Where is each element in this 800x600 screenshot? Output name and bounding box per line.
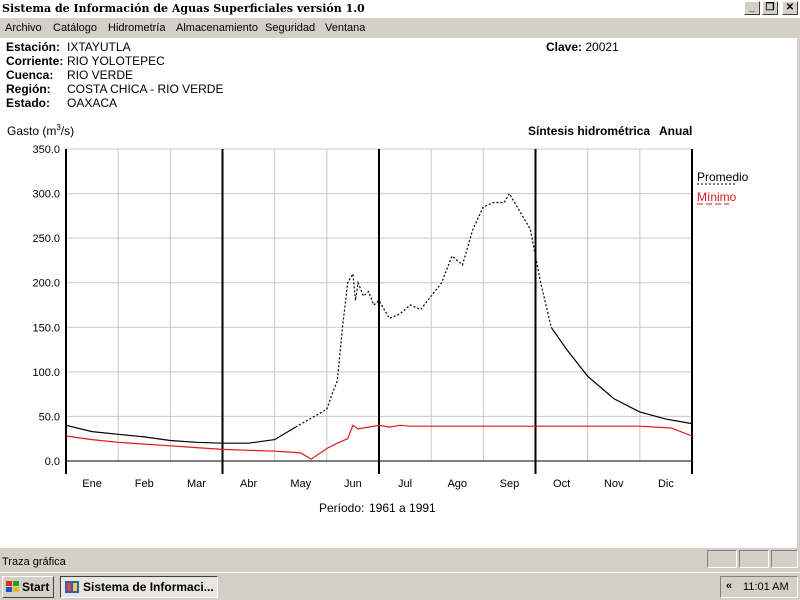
chart-legend: Promedio Mínimo [697,170,749,205]
chart-lines [65,192,693,460]
status-text: Traza gráfica [2,556,66,568]
y-tick-label: 0.0 [45,456,60,468]
periodo-value: 1961 a 1991 [369,501,436,515]
menu-catalogo[interactable]: Catálogo [53,22,98,34]
menu-hidrometria[interactable]: Hidrometría [108,22,166,34]
chart-title: Síntesis hidrométrica [528,124,650,138]
window-titlebar[interactable]: Sistema de Información de Aguas Superfic… [0,0,800,18]
restore-button[interactable]: ❐ [762,1,778,15]
y-tick-label: 200.0 [32,278,60,290]
status-bar: Traza gráfica [0,548,800,572]
x-tick-label: Ene [82,478,102,490]
clock: 11:01 AM [743,581,789,593]
taskbar-item-app[interactable]: Sistema de Informaci... [60,576,218,598]
close-button[interactable]: ✕ [782,1,798,15]
y-tick-label: 350.0 [32,144,60,156]
station-clave: Clave: 20021 [546,40,619,54]
y-tick-label: 150.0 [32,322,60,334]
taskbar: Start Sistema de Informaci... « 11:01 AM [0,572,800,600]
periodo-label: Período: [319,501,364,515]
x-tick-label: Dic [658,478,674,490]
legend-entry: Mínimo [697,190,737,204]
status-panel-2 [739,550,769,568]
minimize-button[interactable]: _ [744,1,760,15]
x-tick-label: Nov [604,478,624,490]
x-tick-label: May [290,478,311,490]
y-axis-label: Gasto (m3/s) [7,123,74,138]
menu-bar: Archivo Catálogo Hidrometría Almacenamie… [0,18,800,38]
menu-almacenamiento[interactable]: Almacenamiento [176,22,258,34]
start-button[interactable]: Start [2,576,54,598]
chart-subtitle: Anual [659,124,692,138]
y-tick-label: 50.0 [39,411,60,423]
x-tick-label: Feb [135,478,154,490]
series-line-promedio-tail [550,326,693,425]
taskbar-item-label: Sistema de Informaci... [83,580,214,594]
hydrograph-chart: Gasto (m3/s) Síntesis hidrométrica Anual… [7,123,749,515]
y-tick-label: 300.0 [32,189,60,201]
app-icon [65,581,79,593]
x-tick-label: Jun [344,478,362,490]
chart-grid [65,148,693,474]
menu-archivo[interactable]: Archivo [5,22,42,34]
graph-window: Estación: IXTAYUTLA Corriente: RIO YOLOT… [0,38,800,548]
series-line-promedio-dashed [295,192,552,428]
series-line-minimo [65,424,693,460]
menu-seguridad[interactable]: Seguridad [265,22,316,34]
system-tray: « 11:01 AM [720,576,798,598]
window-title: Sistema de Información de Aguas Superfic… [2,2,365,15]
status-panel-1 [707,550,737,568]
y-tick-label: 100.0 [32,367,60,379]
status-panel-3 [771,550,798,568]
tray-expand-button[interactable]: « [726,580,733,592]
menu-ventana[interactable]: Ventana [325,22,366,34]
x-tick-label: Jul [398,478,412,490]
y-tick-label: 250.0 [32,233,60,245]
x-tick-label: Ago [447,478,467,490]
x-tick-label: Sep [500,478,520,490]
start-label: Start [22,580,50,594]
windows-logo-icon [6,581,19,593]
x-tick-label: Mar [187,478,206,490]
series-line-promedio [65,424,296,444]
x-ticks: Ene Feb Mar Abr May Jun Jul Ago Sep Oct Nov Dic [82,478,674,490]
x-tick-label: Abr [240,478,257,490]
y-ticks: 0.0 50.0 100.0 150.0 200.0 250.0 300.0 350.0 [32,144,60,468]
legend-entry: Promedio [697,170,749,184]
x-tick-label: Oct [553,478,570,490]
